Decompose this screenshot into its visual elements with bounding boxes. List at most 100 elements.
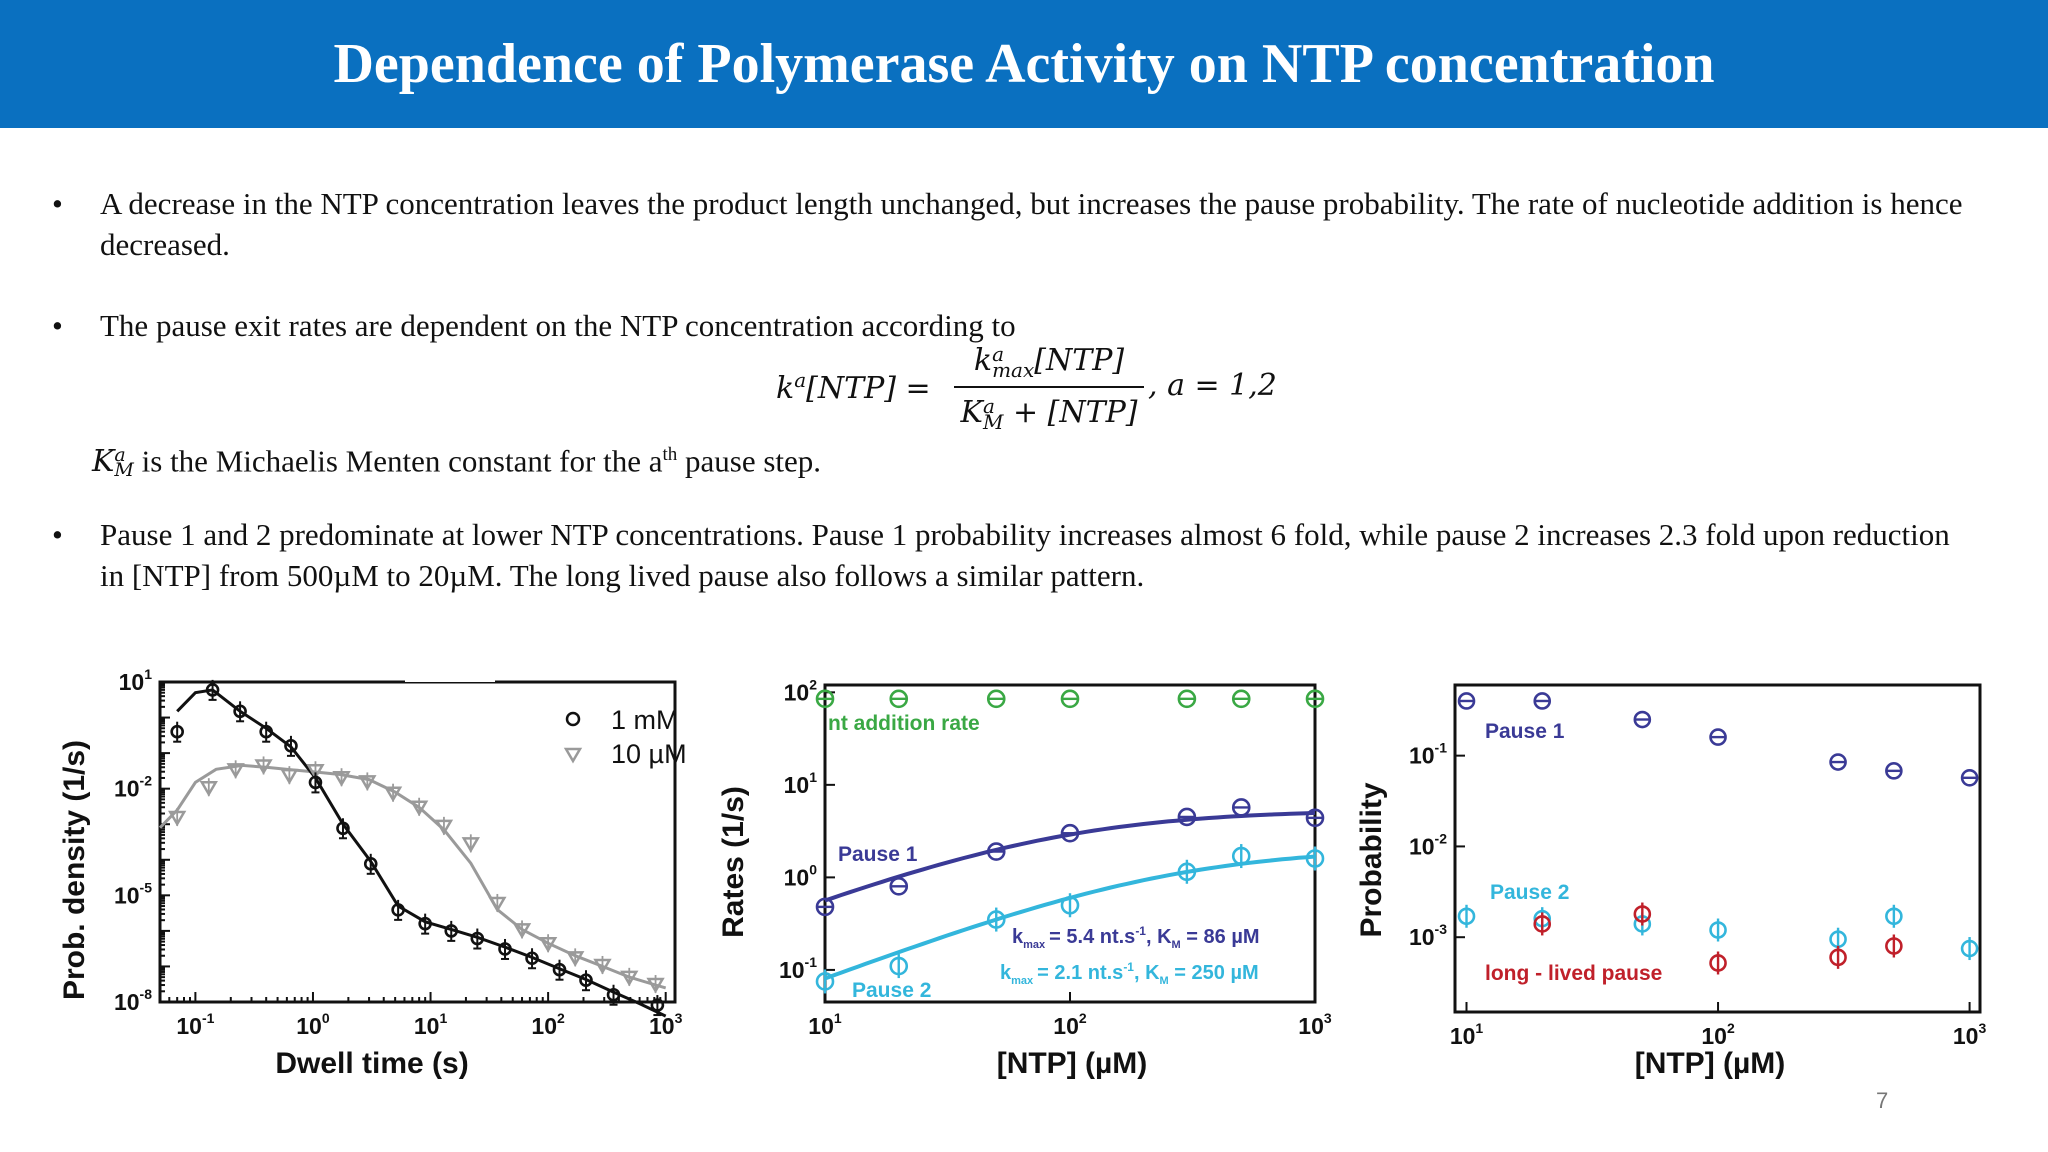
legend-label-10uM: 10 µM: [611, 739, 687, 769]
bullet-dot: •: [52, 308, 63, 343]
x-tick-label-exp: 3: [1978, 1020, 1986, 1036]
y-tick-label-exp: -1: [805, 954, 818, 970]
y-tick-label: 101: [784, 769, 818, 798]
label-pause-2: Pause 2: [1490, 881, 1569, 904]
ann1-kmsub: M: [1172, 939, 1181, 951]
axis-ticks: [1455, 754, 1971, 1012]
eq-num-sup: a: [992, 342, 1005, 366]
y-axis-label: Prob. density (1/s): [58, 740, 91, 1000]
title-bar: Dependence of Polymerase Activity on NTP…: [0, 0, 2048, 128]
x-axis-label: Dwell time (s): [275, 1047, 468, 1080]
x-tick-label: 101: [1450, 1020, 1484, 1049]
x-tick-label-exp: 3: [1324, 1010, 1332, 1026]
y-tick-label: 100: [784, 861, 818, 890]
y-axis-label: Probability: [1355, 782, 1388, 937]
x-tick-label-exp: 1: [834, 1010, 842, 1026]
x-tick-label: 102: [1053, 1010, 1087, 1039]
x-axis-label: [NTP] (µM): [997, 1047, 1148, 1080]
legend: 1 mM 10 µM: [563, 705, 687, 769]
y-tick-label: 10-8: [114, 986, 152, 1015]
y-tick-label-exp: -2: [140, 773, 153, 789]
y-tick-label-base: 10: [1409, 833, 1435, 859]
y-tick-label: 10-1: [1409, 740, 1447, 769]
chart-series: [1457, 692, 1979, 975]
label-pause-1: Pause 1: [838, 843, 918, 866]
frame-gap: [405, 676, 495, 682]
y-tick-label: 10-2: [114, 773, 152, 802]
fit-line-10uM: [158, 763, 667, 990]
ann2-tail: = 250 µM: [1169, 962, 1259, 984]
y-tick-label: 10-1: [779, 954, 817, 983]
km-text-1: is the Michaelis Menten constant for the…: [133, 443, 663, 479]
eq-k-sup: a: [794, 368, 807, 392]
ann2-km: , K: [1134, 962, 1160, 984]
x-tick-label-base: 10: [176, 1013, 202, 1039]
y-tick-label-base: 10: [119, 669, 145, 695]
x-tick-label: 103: [1298, 1010, 1332, 1039]
y-tick-label-base: 10: [779, 957, 805, 983]
x-tick-label: 103: [649, 1010, 683, 1039]
bullet-1-text: A decrease in the NTP concentration leav…: [100, 186, 1963, 262]
y-tick-label-base: 10: [114, 776, 140, 802]
fit-line-1mM: [176, 688, 667, 1018]
page-number: 7: [1876, 1088, 1889, 1113]
ann2-value: = 2.1 nt.s: [1037, 962, 1123, 984]
y-tick-label-exp: -5: [140, 879, 153, 895]
fraction-bar: [954, 386, 1144, 388]
ann1-sup: -1: [1135, 924, 1146, 938]
axis-ticks: [159, 681, 667, 1003]
ann2-k: k: [1000, 962, 1012, 984]
y-axis-label: Rates (1/s): [717, 786, 750, 938]
km-sub: M: [114, 459, 134, 482]
y-tick-label-base: 10: [114, 989, 140, 1015]
x-tick-label: 10-1: [176, 1010, 214, 1039]
y-tick-label-exp: -1: [1435, 740, 1448, 756]
ann2-kmsub: M: [1160, 975, 1169, 987]
x-tick-label: 101: [808, 1010, 842, 1039]
x-tick-label: 101: [414, 1010, 448, 1039]
x-tick-label-exp: 2: [1079, 1010, 1087, 1026]
x-tick-label-base: 10: [1053, 1013, 1079, 1039]
ann1-value: = 5.4 nt.s: [1049, 926, 1135, 948]
ann2-sub: max: [1011, 975, 1034, 987]
x-axis-label: [NTP] (µM): [1635, 1047, 1786, 1080]
y-tick-label-exp: -3: [1435, 921, 1448, 937]
y-tick-label-exp: 1: [144, 666, 152, 682]
x-tick-label-base: 10: [649, 1013, 675, 1039]
fit-annotation-pause-1: kmax = 5.4 nt.s-1, KM = 86 µM: [1012, 924, 1260, 951]
ann2-sup: -1: [1123, 960, 1134, 974]
y-tick-label: 10-2: [1409, 830, 1447, 859]
bullet-dot: •: [52, 186, 63, 221]
x-tick-label-base: 10: [1450, 1023, 1476, 1049]
x-tick-label-base: 10: [414, 1013, 440, 1039]
label-pause-2: Pause 2: [852, 979, 931, 1002]
x-tick-label-base: 10: [296, 1013, 322, 1039]
eq-num-k: k: [973, 343, 993, 378]
legend-label-1mM: 1 mM: [611, 705, 679, 735]
chart-series: [815, 689, 1325, 994]
eq-den-sup: a: [982, 394, 995, 418]
legend-triangle-marker: [563, 747, 583, 764]
x-tick-label-base: 10: [531, 1013, 557, 1039]
y-tick-label: 10-5: [114, 879, 152, 908]
km-text-2: pause step.: [677, 443, 822, 479]
y-tick-label-base: 10: [784, 864, 810, 890]
x-tick-label-exp: 0: [322, 1010, 330, 1026]
y-tick-label: 10-3: [1409, 921, 1447, 950]
chart-series: [158, 679, 667, 1018]
plot-frame: [158, 680, 677, 1004]
y-tick-label-base: 10: [114, 882, 140, 908]
slide-title: Dependence of Polymerase Activity on NTP…: [333, 33, 1715, 95]
bullet-2-text: The pause exit rates are dependent on th…: [100, 308, 1016, 343]
km-sup: a: [114, 444, 126, 467]
eq-den-sub: M: [982, 410, 1004, 434]
y-tick-label-exp: -2: [1435, 830, 1448, 846]
eq-num-sub: max: [992, 358, 1035, 382]
